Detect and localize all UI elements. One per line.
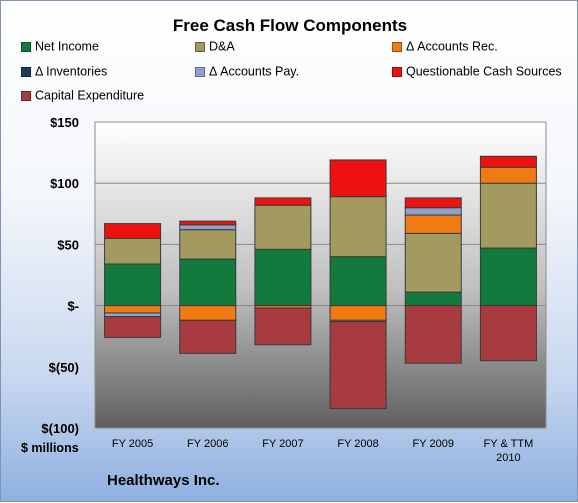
bar-segment: [104, 305, 162, 314]
bar-segment: [104, 263, 162, 307]
legend-item-questionable-cash: Questionable Cash Sources: [392, 64, 562, 79]
legend-item-inventories: Δ Inventories: [21, 64, 107, 79]
legend-label: Δ Accounts Rec.: [406, 39, 498, 54]
bar-segment: [104, 223, 162, 239]
bar-segment: [404, 291, 462, 307]
legend-swatch: [392, 66, 402, 77]
gridlines: [95, 121, 546, 429]
bar-segment: [254, 197, 312, 206]
legend-swatch: [21, 66, 31, 77]
bar-segment: [479, 247, 537, 307]
bar-segment: [104, 316, 162, 338]
company-name: Healthways Inc.: [107, 472, 220, 489]
y-tick-label: $100: [50, 176, 79, 191]
chart-title: Free Cash Flow Components: [172, 16, 408, 35]
x-tick-label: FY & TTM 2010: [484, 438, 534, 464]
x-tick-label: FY 2007: [262, 438, 303, 450]
bar-segment: [104, 312, 162, 318]
x-tick-label: FY 2005: [112, 438, 153, 450]
bar-segment: [254, 248, 312, 307]
y-tick-label: $(100): [41, 421, 79, 436]
x-tick-labels: FY 2005 FY 2006 FY 2007 FY 2008 FY 2009 FY & …: [112, 438, 533, 464]
legend-label: Δ Inventories: [35, 64, 108, 79]
x-tick-label: FY 2006: [187, 438, 228, 450]
legend-item-net-income: Net Income: [21, 39, 99, 54]
unit-label: $ millions: [21, 441, 79, 455]
bar-segment: [329, 159, 387, 198]
legend-label: D&A: [209, 39, 235, 54]
y-tick-label: $150: [50, 115, 79, 130]
bar-segment: [104, 237, 162, 265]
bar-segment: [404, 214, 462, 234]
y-tick-labels: $150 $100 $50 $- $(50) $(100): [41, 115, 79, 436]
y-tick-label: $(50): [49, 360, 79, 375]
bar-segment: [404, 197, 462, 209]
bar-segment: [479, 155, 537, 168]
bar-segment: [479, 305, 537, 362]
legend-swatch: [21, 41, 31, 52]
legend-item-accounts-rec: Δ Accounts Rec.: [392, 39, 498, 54]
legend-swatch: [195, 66, 205, 77]
bar-segment: [404, 305, 462, 364]
bar-segment: [179, 224, 237, 231]
bar-segment: [329, 256, 387, 307]
legend-swatch: [21, 90, 31, 101]
bar-segment: [179, 258, 237, 307]
bar-segment: [254, 204, 312, 250]
bar-segment: [404, 232, 462, 293]
x-tick-label: FY 2009: [413, 438, 454, 450]
legend-item-accounts-pay: Δ Accounts Pay.: [195, 64, 299, 79]
plot-area: [94, 121, 547, 429]
bar-segment: [179, 305, 237, 321]
y-tick-label: $50: [57, 237, 79, 252]
bar-segment: [179, 319, 237, 354]
bar-segment: [254, 307, 312, 346]
bar-segment: [329, 305, 387, 321]
bar-segment: [179, 229, 237, 260]
bar-segment: [404, 207, 462, 216]
legend-label: Questionable Cash Sources: [406, 64, 562, 79]
bar-segment: [479, 166, 537, 184]
bar-segment: [479, 182, 537, 249]
legend-swatch: [392, 41, 402, 52]
y-tick-label: $-: [67, 299, 79, 314]
x-tick-label: FY 2008: [337, 438, 378, 450]
legend-swatch: [195, 41, 205, 52]
bar-segment: [329, 321, 387, 409]
legend-item-capex: Capital Expenditure: [21, 88, 144, 103]
bar-segment: [329, 196, 387, 258]
legend-label: Net Income: [35, 39, 99, 54]
legend-label: Δ Accounts Pay.: [209, 64, 300, 79]
legend-item-da: D&A: [195, 39, 235, 54]
bars: [104, 155, 537, 409]
bar-segment: [179, 220, 237, 226]
legend-label: Capital Expenditure: [35, 88, 145, 103]
